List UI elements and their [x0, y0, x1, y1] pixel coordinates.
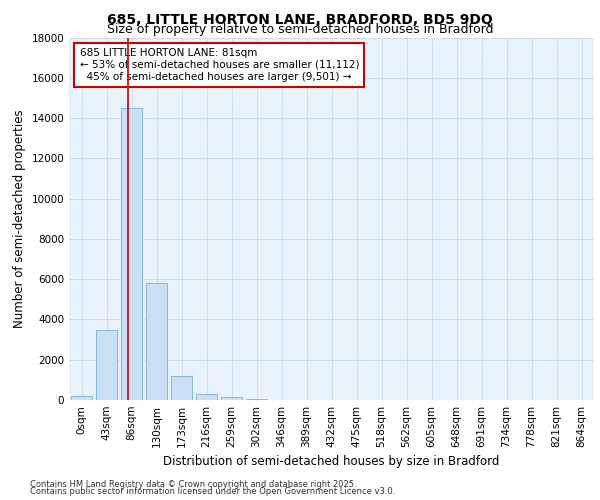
Bar: [221, 397, 242, 400]
Bar: [171, 376, 192, 400]
Text: 685 LITTLE HORTON LANE: 81sqm
← 53% of semi-detached houses are smaller (11,112): 685 LITTLE HORTON LANE: 81sqm ← 53% of s…: [79, 48, 359, 82]
Bar: [146, 283, 167, 400]
Y-axis label: Number of semi-detached properties: Number of semi-detached properties: [13, 110, 26, 328]
Bar: [121, 108, 142, 400]
Bar: [96, 330, 117, 400]
Text: 685, LITTLE HORTON LANE, BRADFORD, BD5 9DQ: 685, LITTLE HORTON LANE, BRADFORD, BD5 9…: [107, 12, 493, 26]
Bar: [196, 394, 217, 400]
Text: Contains HM Land Registry data © Crown copyright and database right 2025.: Contains HM Land Registry data © Crown c…: [30, 480, 356, 489]
Text: Size of property relative to semi-detached houses in Bradford: Size of property relative to semi-detach…: [107, 22, 493, 36]
Bar: [71, 396, 92, 400]
X-axis label: Distribution of semi-detached houses by size in Bradford: Distribution of semi-detached houses by …: [163, 456, 500, 468]
Text: Contains public sector information licensed under the Open Government Licence v3: Contains public sector information licen…: [30, 487, 395, 496]
Bar: [246, 399, 267, 400]
